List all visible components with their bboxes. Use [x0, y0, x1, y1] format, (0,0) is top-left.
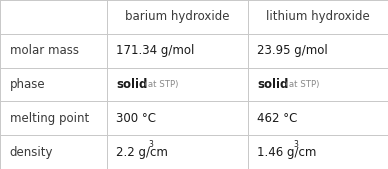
- Text: 3: 3: [293, 140, 298, 149]
- Text: molar mass: molar mass: [10, 44, 79, 57]
- Text: (at STP): (at STP): [280, 80, 319, 89]
- Text: density: density: [10, 146, 53, 159]
- Text: 462 °C: 462 °C: [257, 112, 298, 125]
- Text: barium hydroxide: barium hydroxide: [125, 10, 229, 23]
- Text: 300 °C: 300 °C: [116, 112, 156, 125]
- Text: 3: 3: [148, 140, 153, 149]
- Text: 23.95 g/mol: 23.95 g/mol: [257, 44, 328, 57]
- Text: 1.46 g/cm: 1.46 g/cm: [257, 146, 317, 159]
- Text: 2.2 g/cm: 2.2 g/cm: [116, 146, 168, 159]
- Text: 171.34 g/mol: 171.34 g/mol: [116, 44, 195, 57]
- Text: phase: phase: [10, 78, 45, 91]
- Text: lithium hydroxide: lithium hydroxide: [266, 10, 370, 23]
- Text: melting point: melting point: [10, 112, 89, 125]
- Text: (at STP): (at STP): [139, 80, 178, 89]
- Text: solid: solid: [116, 78, 148, 91]
- Text: solid: solid: [257, 78, 289, 91]
